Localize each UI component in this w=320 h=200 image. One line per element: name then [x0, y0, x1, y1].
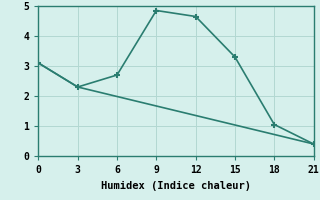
X-axis label: Humidex (Indice chaleur): Humidex (Indice chaleur): [101, 181, 251, 191]
